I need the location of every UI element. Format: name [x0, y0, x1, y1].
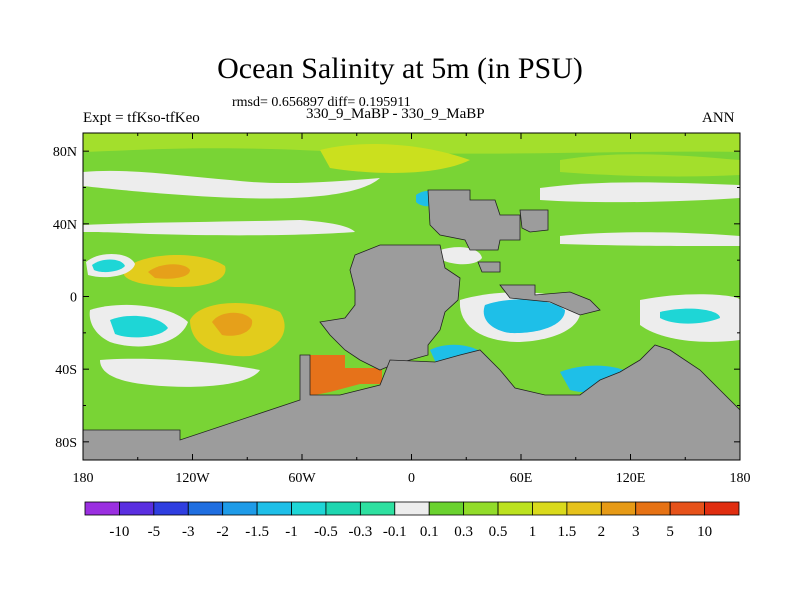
y-tick-label: 80S: [55, 436, 77, 451]
colorbar-swatch: [84, 501, 120, 516]
patch-plume-north-core: [148, 264, 190, 279]
colorbar-level-label: 2: [598, 524, 606, 540]
experiment-label: Expt = tfKso-tfKeo: [83, 110, 200, 126]
patch-cyan-pacific-west: [92, 259, 125, 273]
colorbar-swatch: [463, 501, 499, 516]
stats-line: rmsd= 0.656897 diff= 0.195911: [232, 95, 411, 110]
x-tick-label: 60W: [288, 471, 316, 486]
land-india-asia: [499, 284, 601, 316]
patch-cyan-east-pacific: [660, 308, 720, 324]
chart-title: Ocean Salinity at 5m (in PSU): [217, 52, 583, 85]
patch-white-east: [560, 232, 740, 246]
x-tick-label: 180: [730, 471, 751, 486]
patch-white-southern: [100, 358, 260, 387]
colorbar-swatch: [119, 501, 155, 516]
colorbar-swatch: [222, 501, 258, 516]
season-label: ANN: [702, 110, 735, 126]
colorbar-swatch: [669, 501, 705, 516]
colorbar-swatch: [291, 501, 327, 516]
colorbar-swatch: [153, 501, 189, 516]
colorbar-level-label: -10: [109, 524, 129, 540]
colorbar-swatch: [325, 501, 361, 516]
colorbar: -10 -5 -3 -2 -1.5 -1 -0.5 -0.3 -0.1 0.1 0.3 0.5 1 1.5…: [84, 501, 740, 540]
patch-cyan-pacific-south: [110, 315, 168, 338]
x-tick-label: 180: [73, 471, 94, 486]
colorbar-level-label: -1.5: [245, 524, 269, 540]
y-axis: 80N 40N 0 40S 80S: [53, 145, 740, 451]
y-tick-label: 80N: [53, 145, 77, 160]
colorbar-swatch: [600, 501, 637, 516]
land-antarctica-south: [83, 344, 740, 460]
patch-plume-south-core: [212, 312, 253, 336]
y-tick-label: 40S: [55, 363, 77, 378]
x-tick-label: 60E: [510, 471, 533, 486]
colorbar-level-label: 0.5: [489, 524, 508, 540]
patch-cyan-indian: [483, 299, 565, 334]
colorbar-level-label: -2: [216, 524, 229, 540]
patch-white-northeast: [540, 182, 740, 203]
y-tick-label: 0: [70, 291, 77, 306]
land-masses: [83, 189, 740, 460]
colorbar-level-label: 0.3: [454, 524, 473, 540]
patch-orange-southwest-atlantic: [300, 355, 382, 398]
y-tick-label: 40N: [53, 218, 77, 233]
colorbar-swatch: [532, 501, 568, 516]
colorbar-level-label: 10: [697, 524, 712, 540]
x-tick-label: 120W: [175, 471, 210, 486]
colorbar-level-label: -1: [285, 524, 298, 540]
colorbar-swatch: [428, 501, 465, 516]
case-label: 330_9_MaBP - 330_9_MaBP: [306, 106, 485, 122]
colorbar-swatch: [187, 501, 224, 516]
colorbar-swatch: [497, 501, 533, 516]
patch-north-pacific-band: [560, 154, 740, 177]
x-tick-label: 120E: [616, 471, 646, 486]
patch-white-midlat: [83, 220, 355, 236]
colorbar-level-label: 1.5: [558, 524, 577, 540]
colorbar-level-label: -0.5: [314, 524, 338, 540]
land-eurasia-east: [519, 209, 549, 233]
map-field: [83, 133, 740, 460]
land-island: [477, 261, 501, 273]
colorbar-level-label: -0.1: [383, 524, 407, 540]
land-eurasia-west: [427, 189, 521, 251]
colorbar-level-label: 0.1: [420, 524, 439, 540]
colorbar-swatch: [394, 501, 430, 516]
x-tick-label: 0: [408, 471, 415, 486]
colorbar-level-label: -0.3: [348, 524, 372, 540]
patch-north-atlantic-yellow: [320, 144, 470, 173]
colorbar-level-label: 3: [632, 524, 640, 540]
colorbar-swatch: [635, 501, 671, 516]
patch-north-band: [83, 133, 740, 154]
x-axis: 180 120W 60W 0 60E 120E 180: [73, 133, 751, 486]
colorbar-swatch: [359, 501, 396, 516]
colorbar-level-label: 5: [666, 524, 674, 540]
colorbar-level-label: 1: [529, 524, 537, 540]
colorbar-level-label: -3: [182, 524, 195, 540]
patch-white-north: [83, 170, 380, 199]
colorbar-swatch: [256, 501, 292, 516]
colorbar-swatch: [704, 501, 740, 516]
colorbar-level-label: -5: [148, 524, 161, 540]
colorbar-swatch: [566, 501, 602, 516]
patch-white-med: [440, 247, 482, 265]
